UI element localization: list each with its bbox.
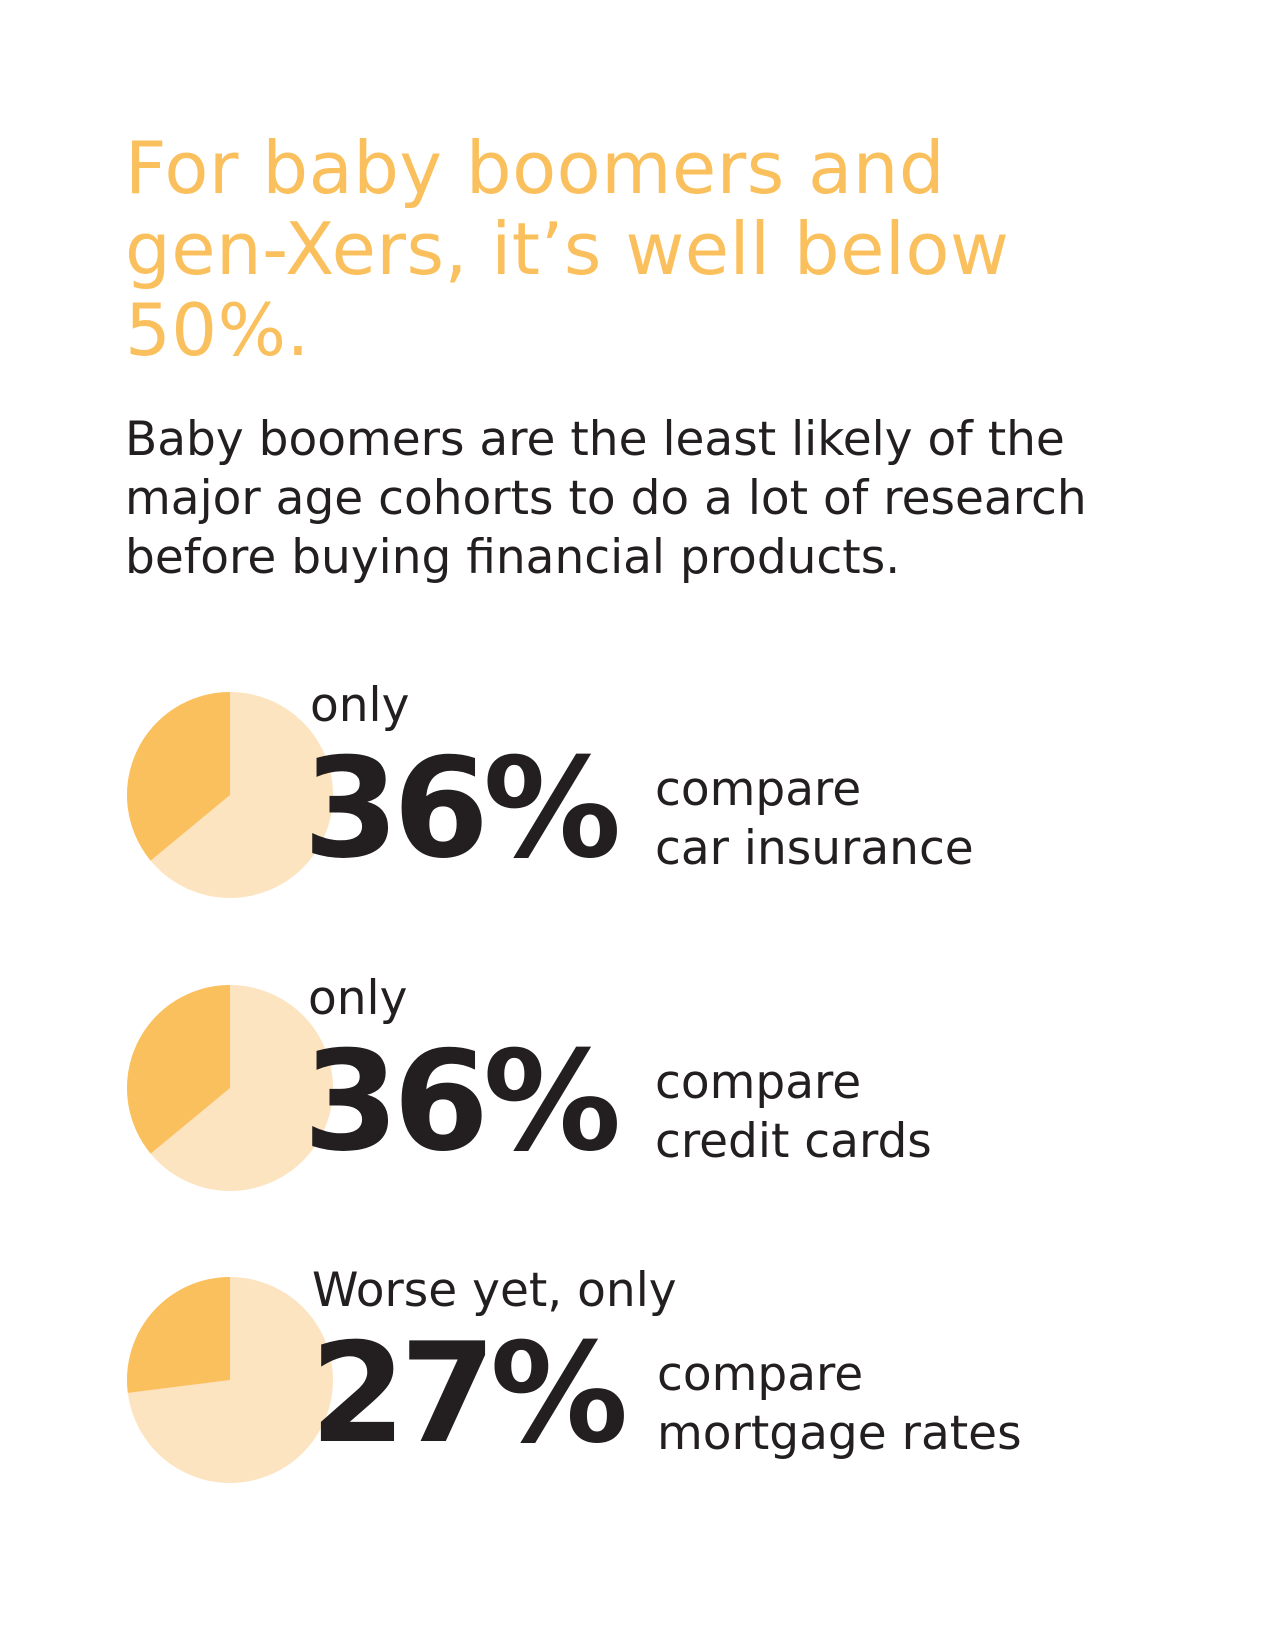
stat-value: 27% [310,1313,628,1474]
stat-mortgage-rates: Worse yet, only 27% compare mortgage rat… [125,1263,1225,1495]
pie-slice-highlight [127,692,230,861]
stat-prefix: Worse yet, only [312,1263,677,1318]
pie-slice-highlight [127,1277,230,1393]
stat-description: compare car insurance [655,760,974,878]
pie-chart-mortgage-rates [127,1277,333,1483]
stat-description: compare credit cards [655,1053,932,1171]
pie-slice-highlight [127,985,230,1154]
stat-car-insurance: only 36% compare car insurance [125,678,1225,910]
pie-chart-credit-cards [127,985,333,1191]
stat-desc-line2: mortgage rates [657,1406,1022,1461]
headline: For baby boomers and gen-Xers, it’s well… [125,126,1010,372]
stat-desc-line2: credit cards [655,1114,932,1169]
pie-chart-car-insurance [127,692,333,898]
stat-credit-cards: only 36% compare credit cards [125,971,1225,1203]
stat-value: 36% [303,1021,621,1182]
stat-prefix: only [308,971,408,1026]
stat-prefix: only [310,678,410,733]
stat-description: compare mortgage rates [657,1345,1022,1463]
stat-desc-line1: compare [655,762,862,817]
stat-desc-line1: compare [657,1347,864,1402]
stat-desc-line2: car insurance [655,821,974,876]
stat-desc-line1: compare [655,1055,862,1110]
intro-text: Baby boomers are the least likely of the… [125,412,1087,585]
stat-value: 36% [303,728,621,889]
